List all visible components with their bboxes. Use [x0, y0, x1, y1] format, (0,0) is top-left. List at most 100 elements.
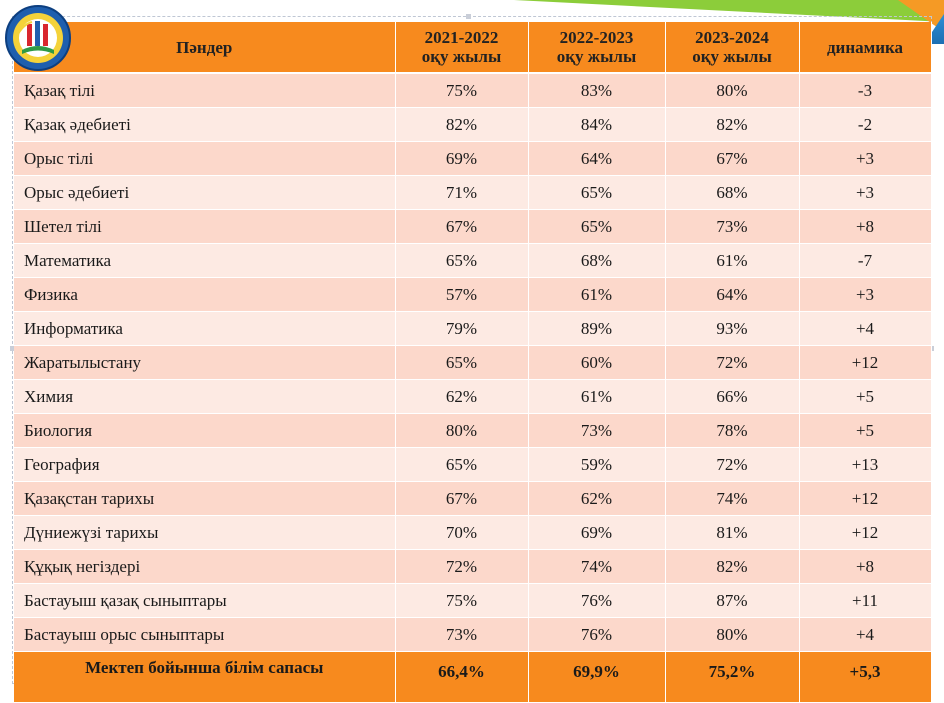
subject-cell: География — [14, 447, 396, 482]
dynamics-cell: -3 — [799, 73, 932, 108]
year-3-cell: 72% — [665, 447, 800, 482]
header-year-1-range: 2021-2022 — [424, 28, 499, 47]
dynamics-cell: +3 — [799, 175, 932, 210]
header-year-2-range: 2022-2023 — [559, 28, 634, 47]
year-1-cell: 82% — [395, 107, 529, 142]
dynamics-cell: +13 — [799, 447, 932, 482]
year-3-cell: 87% — [665, 583, 800, 618]
header-row: Пәндер 2021-2022 оқу жылы 2022-2023 оқу … — [14, 22, 932, 74]
year-3-cell: 78% — [665, 413, 800, 448]
table-row: Бастауыш орыс сыныптары 73% 76% 80% +4 — [14, 617, 932, 652]
dynamics-cell: +4 — [799, 617, 932, 652]
summary-year-2: 69,9% — [528, 651, 666, 703]
subject-cell: Жаратылыстану — [14, 345, 396, 380]
frame-handle-top — [466, 14, 471, 19]
header-year-1: 2021-2022 оқу жылы — [395, 22, 529, 74]
subject-cell: Құқық негіздері — [14, 549, 396, 584]
subject-cell: Бастауыш қазақ сыныптары — [14, 583, 396, 618]
year-3-cell: 82% — [665, 107, 800, 142]
dynamics-cell: +3 — [799, 141, 932, 176]
table-row: Қазақ әдебиеті 82% 84% 82% -2 — [14, 107, 932, 142]
year-1-cell: 67% — [395, 209, 529, 244]
header-year-3-range: 2023-2024 — [695, 28, 769, 47]
dynamics-cell: +3 — [799, 277, 932, 312]
year-2-cell: 74% — [528, 549, 666, 584]
dynamics-cell: -7 — [799, 243, 932, 278]
dynamics-cell: +8 — [799, 209, 932, 244]
year-1-cell: 65% — [395, 447, 529, 482]
dynamics-cell: +8 — [799, 549, 932, 584]
subject-cell: Орыс әдебиеті — [14, 175, 396, 210]
header-dynamics: динамика — [799, 22, 932, 74]
year-3-cell: 68% — [665, 175, 800, 210]
header-subject: Пәндер — [14, 22, 396, 74]
header-year-3: 2023-2024 оқу жылы — [665, 22, 800, 74]
year-3-cell: 66% — [665, 379, 800, 414]
year-1-cell: 79% — [395, 311, 529, 346]
summary-year-1: 66,4% — [395, 651, 529, 703]
table-row: Математика 65% 68% 61% -7 — [14, 243, 932, 278]
year-1-cell: 71% — [395, 175, 529, 210]
year-2-cell: 84% — [528, 107, 666, 142]
year-1-cell: 70% — [395, 515, 529, 550]
table-row: Қазақстан тарихы 67% 62% 74% +12 — [14, 481, 932, 516]
dynamics-cell: +12 — [799, 345, 932, 380]
subject-cell: Информатика — [14, 311, 396, 346]
year-2-cell: 69% — [528, 515, 666, 550]
subject-cell: Химия — [14, 379, 396, 414]
table-row: Шетел тілі 67% 65% 73% +8 — [14, 209, 932, 244]
table-row: Орыс тілі 69% 64% 67% +3 — [14, 141, 932, 176]
year-3-cell: 64% — [665, 277, 800, 312]
year-2-cell: 61% — [528, 379, 666, 414]
dynamics-cell: +11 — [799, 583, 932, 618]
table-row: Физика 57% 61% 64% +3 — [14, 277, 932, 312]
year-1-cell: 69% — [395, 141, 529, 176]
dynamics-cell: +4 — [799, 311, 932, 346]
year-3-cell: 81% — [665, 515, 800, 550]
school-emblem-icon — [5, 5, 71, 71]
year-2-cell: 62% — [528, 481, 666, 516]
year-2-cell: 76% — [528, 583, 666, 618]
year-2-cell: 61% — [528, 277, 666, 312]
dynamics-cell: +12 — [799, 481, 932, 516]
header-year-2: 2022-2023 оқу жылы — [528, 22, 666, 74]
dynamics-cell: -2 — [799, 107, 932, 142]
year-3-cell: 61% — [665, 243, 800, 278]
table-row: Химия 62% 61% 66% +5 — [14, 379, 932, 414]
table-row: Биология 80% 73% 78% +5 — [14, 413, 932, 448]
year-1-cell: 75% — [395, 583, 529, 618]
summary-dynamics: +5,3 — [799, 651, 932, 703]
year-2-cell: 76% — [528, 617, 666, 652]
year-2-cell: 59% — [528, 447, 666, 482]
year-3-cell: 74% — [665, 481, 800, 516]
table-row: Дүниежүзі тарихы 70% 69% 81% +12 — [14, 515, 932, 550]
year-3-cell: 72% — [665, 345, 800, 380]
year-3-cell: 93% — [665, 311, 800, 346]
subject-cell: Математика — [14, 243, 396, 278]
year-3-cell: 80% — [665, 617, 800, 652]
year-1-cell: 65% — [395, 243, 529, 278]
subject-cell: Қазақ әдебиеті — [14, 107, 396, 142]
summary-row: Мектеп бойынша білім сапасы 66,4% 69,9% … — [14, 651, 932, 703]
subject-cell: Шетел тілі — [14, 209, 396, 244]
subject-cell: Биология — [14, 413, 396, 448]
year-1-cell: 72% — [395, 549, 529, 584]
table-row: Құқық негіздері 72% 74% 82% +8 — [14, 549, 932, 584]
year-2-cell: 73% — [528, 413, 666, 448]
dynamics-cell: +5 — [799, 379, 932, 414]
year-2-cell: 60% — [528, 345, 666, 380]
dynamics-cell: +12 — [799, 515, 932, 550]
dynamics-cell: +5 — [799, 413, 932, 448]
table-row: Бастауыш қазақ сыныптары 75% 76% 87% +11 — [14, 583, 932, 618]
year-1-cell: 75% — [395, 73, 529, 108]
year-1-cell: 57% — [395, 277, 529, 312]
subject-cell: Физика — [14, 277, 396, 312]
subject-cell: Қазақ тілі — [14, 73, 396, 108]
table-row: География 65% 59% 72% +13 — [14, 447, 932, 482]
table-row: Жаратылыстану 65% 60% 72% +12 — [14, 345, 932, 380]
year-2-cell: 89% — [528, 311, 666, 346]
year-1-cell: 62% — [395, 379, 529, 414]
year-2-cell: 65% — [528, 175, 666, 210]
summary-year-3: 75,2% — [665, 651, 800, 703]
year-1-cell: 65% — [395, 345, 529, 380]
